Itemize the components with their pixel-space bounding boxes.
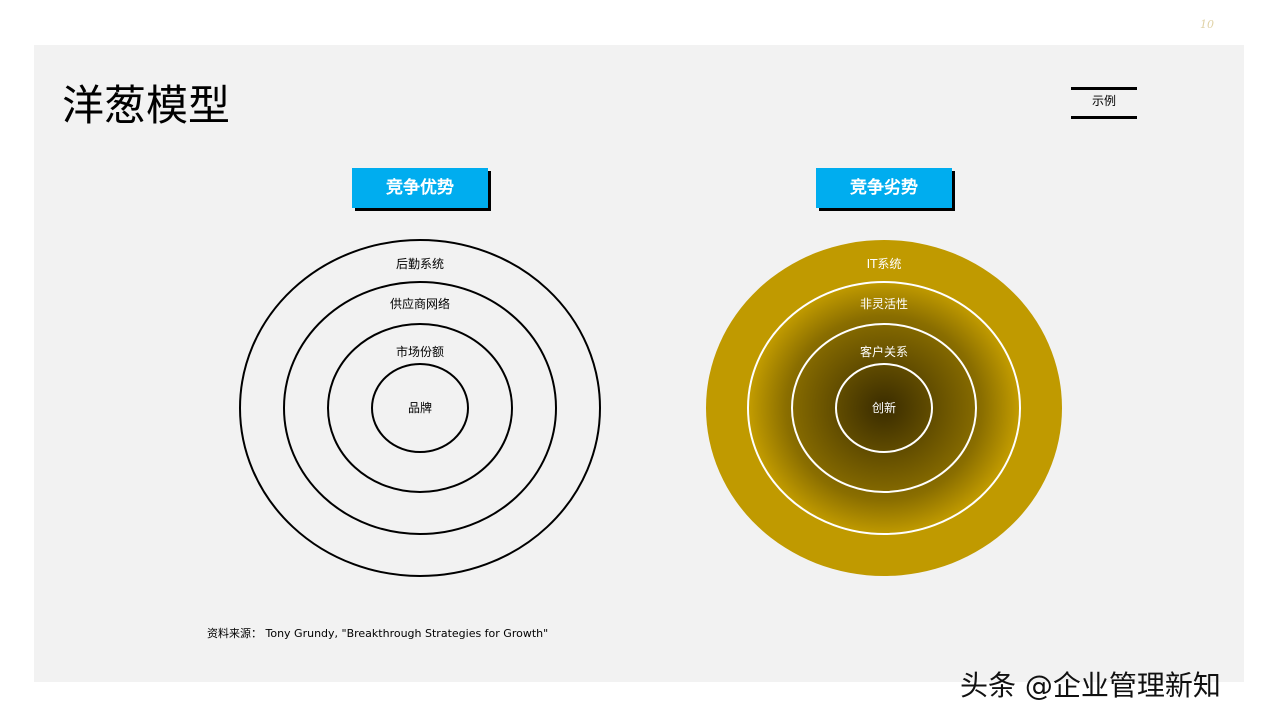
ring-label: 后勤系统	[396, 257, 444, 271]
advantage-ring-1	[239, 239, 601, 577]
ring-label: 非灵活性	[860, 297, 908, 311]
advantage-ring-2	[283, 281, 557, 535]
disadvantage-tag: 竞争劣势	[816, 168, 952, 208]
advantage-ring-4	[371, 363, 469, 453]
source-note: 资料来源： Tony Grundy, "Breakthrough Strateg…	[207, 627, 549, 640]
page-title: 洋葱模型	[62, 81, 231, 130]
disadvantage-ring-3	[791, 323, 977, 493]
ring-label: 品牌	[408, 401, 432, 415]
watermark: 头条 @企业管理新知	[960, 669, 1221, 702]
disadvantage-ring-4	[835, 363, 933, 453]
ring-label: 供应商网络	[390, 296, 450, 311]
disadvantage-ring-2	[747, 281, 1021, 535]
ring-label: 创新	[872, 400, 896, 415]
page-number: 10	[1200, 18, 1214, 31]
ring-label: IT系统	[867, 257, 902, 271]
legend-label: 示例	[1071, 87, 1137, 119]
advantage-tag: 竞争优势	[352, 168, 488, 208]
ring-label: 市场份额	[396, 344, 444, 359]
advantage-ring-3	[327, 323, 513, 493]
ring-label: 客户关系	[860, 344, 908, 359]
disadvantage-fill	[706, 240, 1062, 576]
